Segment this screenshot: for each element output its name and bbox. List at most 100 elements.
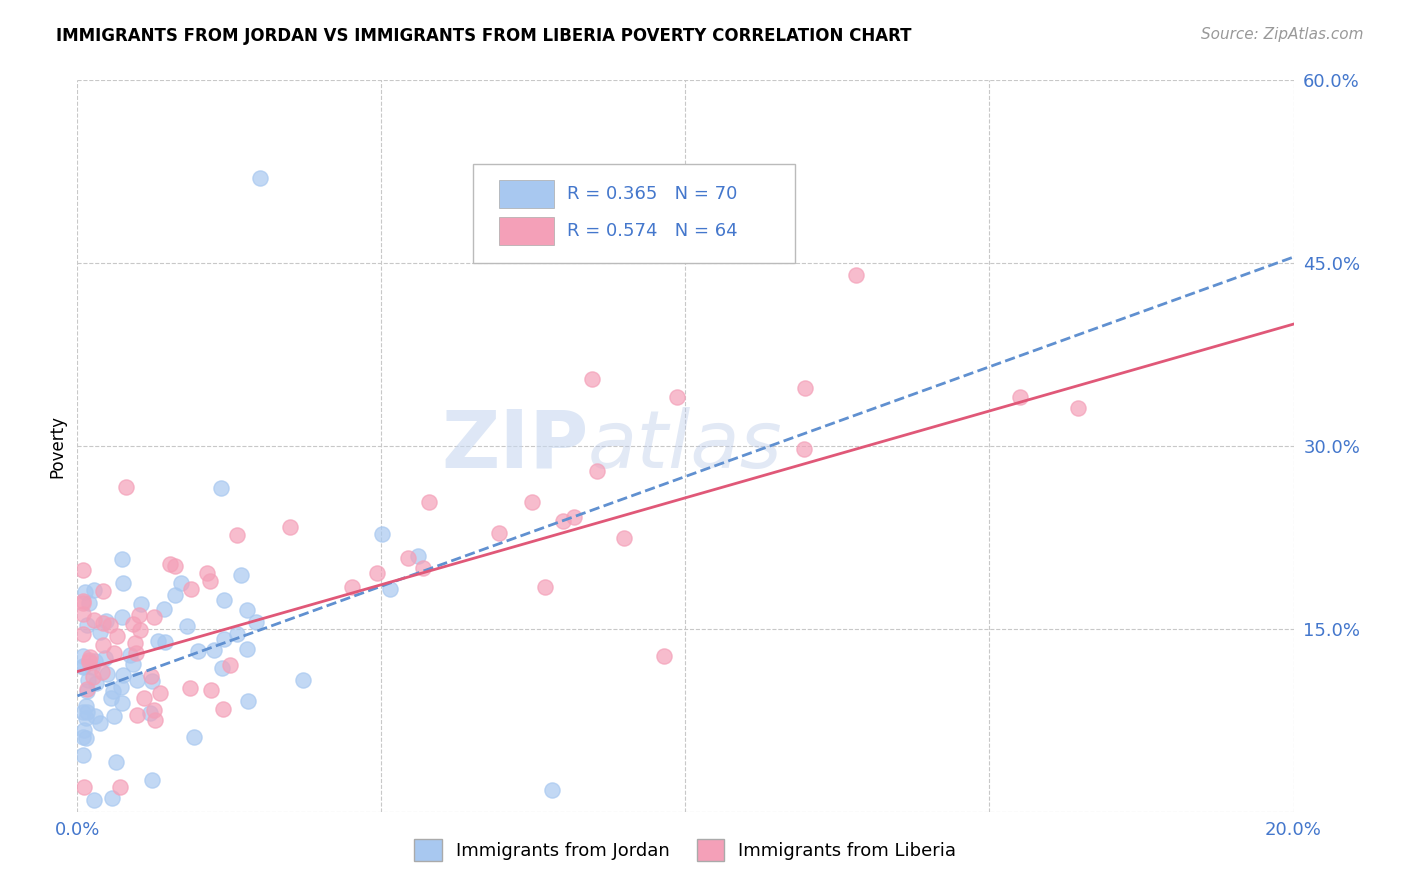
Point bbox=[124, 636, 146, 650]
Point bbox=[96, 666, 118, 681]
Point bbox=[278, 520, 301, 534]
Point bbox=[127, 673, 149, 687]
Point bbox=[110, 780, 132, 795]
Point bbox=[72, 780, 94, 795]
Point bbox=[139, 706, 162, 720]
Point bbox=[128, 623, 150, 637]
Point bbox=[845, 268, 868, 283]
Point bbox=[73, 723, 96, 738]
Point bbox=[176, 618, 198, 632]
Point bbox=[72, 594, 94, 608]
Point bbox=[143, 703, 166, 717]
Point bbox=[125, 647, 148, 661]
Point bbox=[408, 549, 430, 563]
Point bbox=[211, 661, 233, 675]
Point bbox=[141, 673, 163, 688]
Point bbox=[249, 170, 271, 185]
Point bbox=[652, 649, 675, 664]
Text: R = 0.574   N = 64: R = 0.574 N = 64 bbox=[568, 222, 738, 240]
Point bbox=[72, 563, 94, 577]
Point bbox=[101, 791, 124, 805]
Point bbox=[613, 531, 636, 545]
FancyBboxPatch shape bbox=[499, 217, 554, 244]
Point bbox=[149, 686, 172, 700]
Point bbox=[128, 607, 150, 622]
Point bbox=[98, 618, 121, 632]
Point bbox=[396, 551, 419, 566]
Point bbox=[80, 659, 103, 673]
Point bbox=[793, 442, 815, 456]
Point bbox=[209, 481, 232, 495]
Point bbox=[219, 658, 242, 673]
Point bbox=[235, 603, 257, 617]
Point bbox=[143, 610, 166, 624]
Point bbox=[111, 610, 134, 624]
Point bbox=[76, 681, 98, 696]
Point bbox=[412, 560, 434, 574]
Point bbox=[127, 708, 149, 723]
Point bbox=[111, 576, 134, 591]
Point bbox=[165, 588, 187, 602]
Point bbox=[226, 627, 249, 641]
Point bbox=[111, 552, 134, 566]
Point bbox=[534, 580, 557, 594]
Point bbox=[112, 668, 135, 682]
Point bbox=[564, 510, 586, 524]
Point bbox=[200, 682, 222, 697]
Point bbox=[72, 626, 94, 640]
Point bbox=[105, 629, 128, 643]
Point bbox=[77, 673, 100, 688]
Point bbox=[202, 643, 225, 657]
Text: R = 0.365   N = 70: R = 0.365 N = 70 bbox=[568, 186, 738, 203]
Point bbox=[72, 705, 94, 719]
Point bbox=[91, 638, 114, 652]
Point bbox=[153, 602, 176, 616]
Point bbox=[131, 597, 153, 611]
Point bbox=[665, 390, 688, 404]
Point bbox=[72, 747, 94, 762]
Point bbox=[170, 575, 193, 590]
Point bbox=[79, 649, 101, 664]
Point bbox=[488, 526, 510, 541]
Point bbox=[75, 698, 97, 713]
Point bbox=[122, 657, 145, 671]
Point bbox=[76, 705, 98, 719]
Point bbox=[84, 654, 107, 668]
Text: IMMIGRANTS FROM JORDAN VS IMMIGRANTS FROM LIBERIA POVERTY CORRELATION CHART: IMMIGRANTS FROM JORDAN VS IMMIGRANTS FRO… bbox=[56, 27, 911, 45]
Point bbox=[83, 613, 105, 627]
Point bbox=[91, 615, 114, 630]
Point bbox=[292, 673, 315, 687]
Point bbox=[366, 566, 388, 581]
Point bbox=[187, 644, 209, 658]
Point bbox=[72, 649, 94, 664]
Text: atlas: atlas bbox=[588, 407, 783, 485]
Legend: Immigrants from Jordan, Immigrants from Liberia: Immigrants from Jordan, Immigrants from … bbox=[408, 832, 963, 869]
Point bbox=[103, 709, 125, 723]
Point bbox=[585, 464, 607, 478]
Point bbox=[75, 711, 97, 725]
Point bbox=[90, 665, 112, 680]
Point bbox=[180, 582, 202, 597]
Point bbox=[418, 495, 440, 509]
Point bbox=[75, 731, 97, 745]
Point bbox=[1008, 390, 1031, 404]
Point bbox=[153, 635, 176, 649]
Point bbox=[120, 648, 142, 662]
Point bbox=[581, 372, 603, 386]
Point bbox=[94, 614, 117, 628]
Point bbox=[141, 772, 163, 787]
Point bbox=[520, 495, 543, 509]
Point bbox=[104, 755, 127, 769]
Point bbox=[165, 558, 187, 573]
Point bbox=[245, 615, 267, 629]
Point bbox=[114, 480, 136, 494]
Point bbox=[77, 596, 100, 610]
Point bbox=[378, 582, 401, 596]
Point bbox=[76, 618, 98, 632]
FancyBboxPatch shape bbox=[499, 180, 554, 209]
Point bbox=[77, 652, 100, 666]
Point bbox=[179, 681, 201, 695]
Y-axis label: Poverty: Poverty bbox=[48, 415, 66, 477]
Point bbox=[183, 730, 205, 744]
Point bbox=[82, 670, 104, 684]
